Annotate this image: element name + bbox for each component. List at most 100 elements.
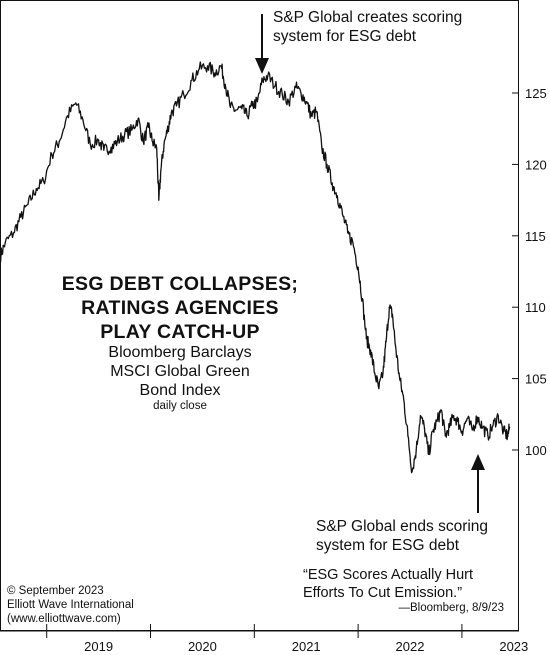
series-point bbox=[214, 72, 216, 74]
bottom-annotation-line-2: system for ESG debt bbox=[316, 537, 459, 554]
series-point bbox=[423, 428, 426, 430]
series-point bbox=[361, 298, 363, 300]
bottom-arrow bbox=[471, 454, 485, 513]
credit-line-2: Elliott Wave International bbox=[7, 599, 134, 611]
top-annotation-line-2: system for ESG debt bbox=[273, 28, 416, 45]
series-point bbox=[492, 425, 494, 427]
series-point bbox=[347, 232, 349, 234]
series-point bbox=[476, 416, 479, 418]
series-point bbox=[43, 180, 45, 183]
y-tick-label: 100 bbox=[525, 443, 547, 458]
title-line-3: PLAY CATCH-UP bbox=[100, 321, 260, 343]
y-tick-label: 105 bbox=[525, 372, 547, 387]
series-point bbox=[229, 106, 231, 108]
series-point bbox=[262, 79, 264, 81]
series-point bbox=[385, 340, 387, 343]
chart-title: ESG DEBT COLLAPSES; RATINGS AGENCIES PLA… bbox=[50, 272, 310, 344]
series-point bbox=[357, 266, 359, 268]
series-point bbox=[352, 242, 354, 244]
series-point bbox=[235, 109, 237, 111]
series-point bbox=[331, 182, 333, 184]
series-point bbox=[167, 126, 169, 128]
series-point bbox=[163, 143, 165, 145]
series-point bbox=[341, 213, 344, 215]
y-tick-label: 120 bbox=[525, 157, 547, 172]
series-point bbox=[288, 101, 290, 103]
series-point bbox=[336, 195, 338, 197]
bottom-annotation-line-1: S&P Global ends scoring bbox=[316, 518, 489, 535]
series-point bbox=[82, 119, 84, 121]
series-point bbox=[419, 415, 421, 417]
series-point bbox=[310, 115, 312, 117]
quote-source-text: —Bloomberg, 8/9/23 bbox=[398, 602, 504, 614]
series-point bbox=[207, 65, 209, 67]
title-line-1: ESG DEBT COLLAPSES; bbox=[61, 273, 299, 295]
series-point bbox=[12, 232, 15, 234]
series-point bbox=[321, 146, 323, 148]
series-point bbox=[365, 338, 367, 340]
series-point bbox=[305, 101, 307, 103]
subtitle-line-2: MSCI Global Green bbox=[110, 363, 250, 380]
series-point bbox=[428, 453, 430, 455]
y-tick-label: 115 bbox=[525, 229, 546, 244]
series-point bbox=[487, 435, 489, 437]
x-tick-label: 2019 bbox=[84, 639, 113, 654]
series-point bbox=[58, 141, 60, 143]
series-point bbox=[110, 146, 112, 148]
series-point bbox=[403, 399, 405, 401]
series-point bbox=[116, 141, 118, 143]
series-point bbox=[75, 102, 77, 104]
series-point bbox=[300, 92, 302, 94]
series-point bbox=[507, 435, 509, 437]
quote-line-1: “ESG Scores Actually Hurt bbox=[303, 567, 474, 583]
series-point bbox=[156, 148, 158, 150]
series-point bbox=[448, 426, 451, 428]
series-point bbox=[170, 112, 172, 114]
series-point bbox=[131, 129, 133, 131]
credit: © September 2023 Elliott Wave Internatio… bbox=[7, 584, 134, 626]
series-point bbox=[152, 141, 154, 143]
x-tick-label: 2021 bbox=[292, 639, 321, 654]
series-point bbox=[509, 426, 511, 428]
x-tick-label: 2020 bbox=[188, 639, 217, 654]
series-point bbox=[482, 426, 484, 428]
series-point bbox=[198, 68, 200, 70]
series-point bbox=[316, 111, 318, 113]
series-point bbox=[453, 415, 455, 417]
series-point bbox=[436, 420, 438, 422]
series-point bbox=[281, 93, 283, 95]
series-point bbox=[274, 85, 276, 87]
series-point bbox=[241, 108, 243, 110]
y-tick-label: 125 bbox=[525, 86, 547, 101]
subtitle-line-1: Bloomberg Barclays bbox=[108, 344, 252, 361]
series-point bbox=[394, 345, 397, 347]
series-point bbox=[124, 133, 126, 135]
series-point bbox=[137, 118, 139, 120]
x-axis: 2019 2020 2021 2022 2023 bbox=[46, 624, 528, 654]
series-point bbox=[370, 349, 372, 351]
series-point bbox=[142, 141, 144, 143]
series-point bbox=[246, 115, 248, 117]
series-point bbox=[35, 188, 37, 190]
series-point bbox=[103, 149, 105, 151]
x-tick-label: 2023 bbox=[499, 639, 528, 654]
series-point bbox=[411, 470, 413, 472]
series-point bbox=[391, 313, 393, 315]
subtitle-line-3: Bond Index bbox=[139, 382, 221, 399]
series-point bbox=[175, 105, 178, 107]
bottom-annotation: S&P Global ends scoring system for ESG d… bbox=[316, 517, 488, 555]
series-point bbox=[374, 372, 376, 374]
credit-line-1: © September 2023 bbox=[7, 585, 104, 597]
series-point bbox=[89, 143, 91, 145]
series-point bbox=[267, 75, 269, 77]
series-point bbox=[440, 409, 442, 411]
series-point bbox=[457, 420, 459, 422]
series-point bbox=[326, 163, 328, 165]
series-point bbox=[251, 105, 253, 107]
series-point bbox=[4, 242, 6, 244]
top-annotation-line-1: S&P Global creates scoring bbox=[273, 9, 463, 26]
top-annotation: S&P Global creates scoring system for ES… bbox=[273, 8, 462, 46]
series-point bbox=[378, 388, 380, 390]
series-point bbox=[502, 430, 504, 432]
